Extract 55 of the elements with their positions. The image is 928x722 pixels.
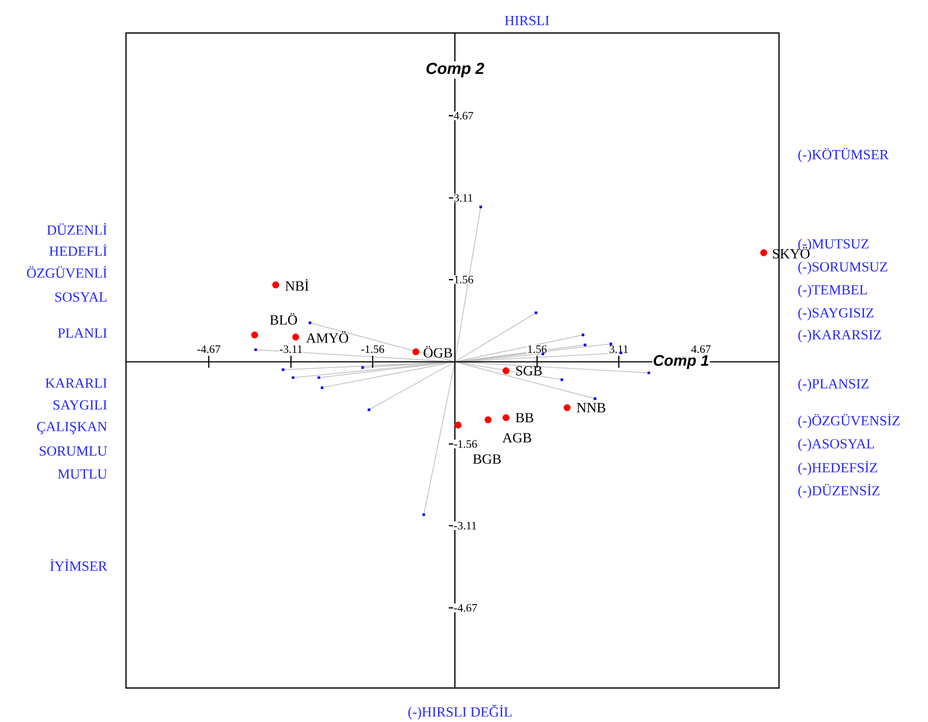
- point: [272, 281, 280, 288]
- annotation: BB: [516, 413, 534, 422]
- text: (-)HEDEFSİZ: [798, 460, 878, 476]
- y-tick-label: 1.56: [454, 276, 474, 284]
- text: (-)TEMBEL: [798, 284, 867, 298]
- y-tick-label: -3.11: [454, 522, 476, 530]
- y-tick-label: -4.67: [454, 604, 477, 612]
- point: [760, 249, 768, 256]
- point: [412, 348, 420, 356]
- text: (-)ASOSYAL: [798, 438, 874, 452]
- y-axis-title: Comp 2: [426, 62, 484, 78]
- point: [251, 331, 258, 338]
- annotation: NNB: [576, 403, 606, 412]
- text: SOSYAL: [55, 292, 106, 302]
- text: DÜZENLİ: [47, 223, 107, 235]
- text: (-)KÖTÜMSER: [798, 148, 889, 162]
- text: ÇALIŞKAN: [37, 422, 107, 434]
- text: MUTLU: [58, 469, 107, 479]
- text: (-)SORUMSUZ: [798, 262, 888, 274]
- text: (-)HIRSLI DEĞİL: [408, 704, 512, 720]
- y-tick-label: -1.56: [454, 440, 477, 448]
- annotation: AGB: [502, 433, 532, 442]
- text: İYİMSER: [50, 559, 108, 571]
- text: SORUMLU: [40, 446, 107, 456]
- point: [502, 367, 510, 374]
- text: (-)DÜZENSİZ: [798, 484, 880, 498]
- annotation: ÖGB: [424, 346, 452, 358]
- annotation: BLÖ: [270, 313, 298, 325]
- point: [502, 414, 510, 422]
- x-tick-label: -3.11: [280, 345, 302, 354]
- text: HIRSLI: [504, 16, 550, 26]
- y-tick-label: 3.11: [454, 194, 472, 202]
- text: (-)KARARSIZ: [798, 330, 881, 342]
- point: [564, 404, 571, 412]
- point: [484, 416, 492, 424]
- x-tick-label: -1.56: [361, 345, 384, 354]
- y-tick-label: 4.67: [454, 112, 474, 120]
- annotation: AMYÖ: [306, 331, 348, 343]
- text: SAYGILI: [54, 400, 107, 410]
- annotation: NBİ: [285, 279, 309, 291]
- text: (-)PLANSIZ: [798, 378, 868, 392]
- text: (-)SAYGISIZ: [798, 308, 874, 320]
- x-axis-title: Comp 1: [654, 355, 708, 369]
- text: PLANLI: [58, 328, 107, 338]
- text: ÖZGÜVENLİ: [26, 266, 107, 278]
- text: (-)ÖZGÜVENSİZ: [798, 414, 900, 428]
- annotation: SGB: [516, 366, 542, 376]
- x-tick-label: 4.67: [691, 345, 711, 354]
- text: KARARLI: [45, 378, 107, 388]
- annotation: BGB: [473, 454, 501, 464]
- x-tick-label: -4.67: [197, 345, 220, 354]
- text: HEDEFLİ: [49, 244, 107, 256]
- point: [454, 422, 462, 429]
- point: [292, 334, 300, 341]
- x-tick-label: 1.56: [528, 345, 547, 354]
